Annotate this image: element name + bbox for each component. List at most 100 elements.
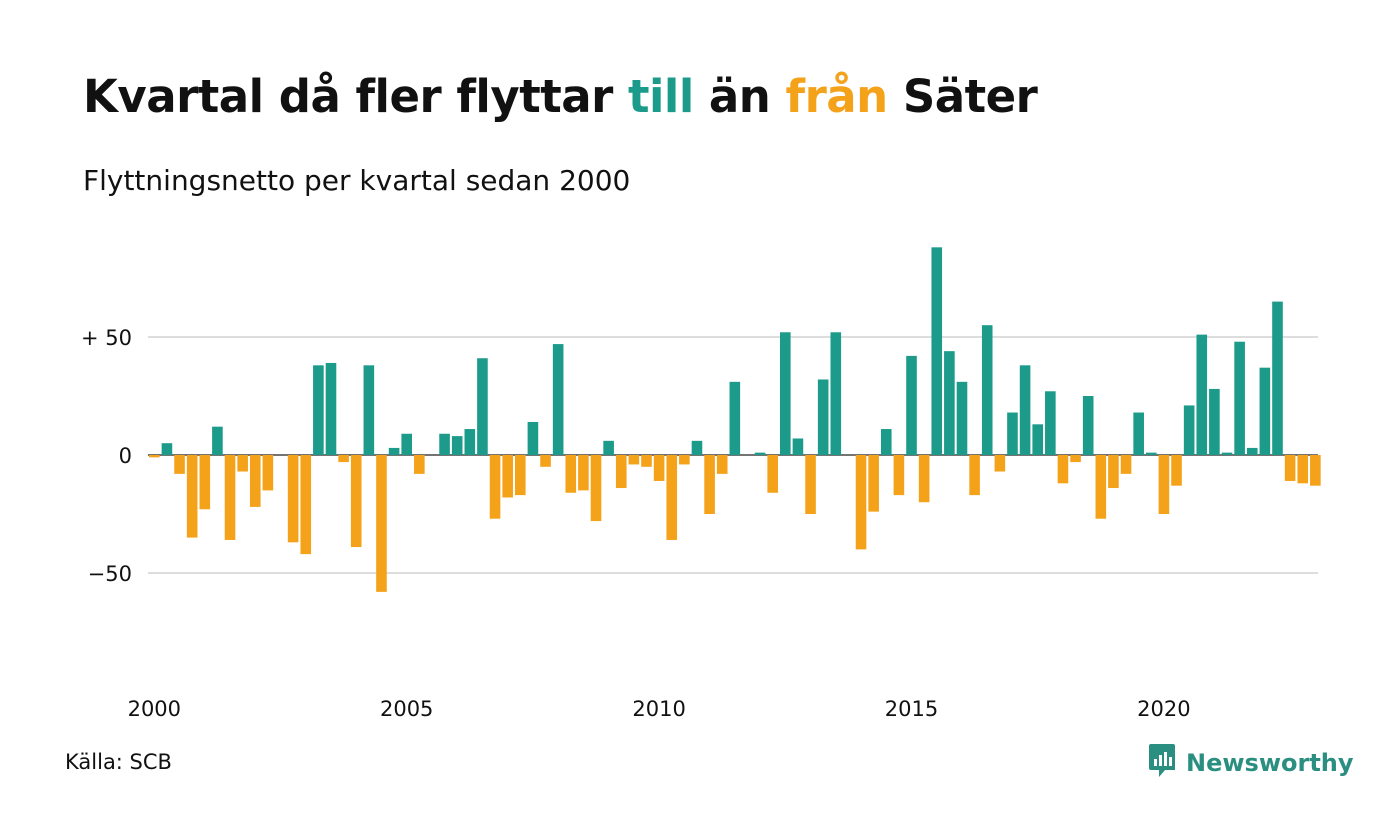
bar-positive [1133, 412, 1144, 455]
title-word-fran: från [785, 70, 889, 123]
bar-positive [527, 421, 539, 455]
bar-positive [906, 355, 917, 455]
bar-negative [590, 455, 602, 522]
bar-negative [1171, 455, 1182, 486]
bar-negative [628, 455, 640, 465]
bar-positive [830, 332, 842, 455]
bar-negative [679, 455, 690, 465]
bar-positive [1082, 396, 1094, 455]
bar-chart: + 50 0 −50 2000 2005 2010 2015 2020 [81, 247, 1321, 720]
y-tick-label: + 50 [81, 326, 132, 350]
bar-positive [477, 358, 488, 455]
bar-negative [502, 455, 513, 498]
bar-positive [956, 381, 968, 455]
bar-negative [615, 455, 627, 489]
bar-negative [805, 455, 816, 514]
bar-positive [1045, 391, 1056, 455]
bar-negative [350, 455, 362, 548]
brand-logo[interactable]: Newsworthy [1148, 743, 1354, 783]
bar-positive [363, 365, 375, 455]
bar-negative [287, 455, 299, 543]
bar-negative [174, 455, 185, 474]
bar-negative [855, 455, 867, 550]
bar-positive [401, 433, 413, 455]
bar-positive [780, 332, 791, 455]
bar-positive [1032, 424, 1044, 455]
brand-name: Newsworthy [1186, 749, 1354, 777]
bar-negative [514, 455, 526, 496]
x-tick-label: 2000 [128, 697, 181, 720]
bar-negative [249, 455, 261, 507]
bar-negative [489, 455, 501, 519]
title-text-3: Säter [887, 70, 1038, 123]
bar-negative [338, 455, 349, 463]
bar-positive [981, 325, 993, 455]
bar-negative [641, 455, 652, 467]
bar-positive [1209, 388, 1220, 455]
bar-positive [1007, 412, 1018, 455]
bar-positive [754, 452, 766, 455]
title-text-2: än [693, 70, 786, 123]
bar-positive [691, 440, 703, 455]
bar-negative [224, 455, 236, 540]
bar-negative [994, 455, 1006, 472]
bar-positive [451, 436, 463, 455]
bar-negative [1070, 455, 1081, 463]
newsworthy-logo-icon [1148, 743, 1176, 783]
bar-positive [1145, 452, 1157, 455]
bar-positive [464, 429, 476, 455]
y-tick-label: −50 [88, 562, 132, 586]
bar-negative [262, 455, 274, 491]
title-word-till: till [627, 70, 694, 123]
title-text-1: Kvartal då fler flyttar [83, 70, 628, 123]
bar-negative [1057, 455, 1069, 484]
bar-negative [1297, 455, 1309, 484]
bar-positive [1234, 341, 1245, 455]
bar-negative [565, 455, 577, 493]
bar-positive [1196, 334, 1208, 455]
bar-positive [1259, 367, 1271, 455]
chart-title: Kvartal då fler flyttar till än från Sät… [83, 70, 1038, 123]
chart-subtitle: Flyttningsnetto per kvartal sedan 2000 [83, 164, 631, 197]
bar-positive [325, 362, 337, 455]
bar-negative [186, 455, 198, 538]
bar-negative [868, 455, 879, 512]
bar-positive [1183, 405, 1195, 455]
x-tick-label: 2010 [632, 697, 685, 720]
bar-negative [1120, 455, 1132, 474]
x-tick-label: 2015 [885, 697, 938, 720]
bar-positive [1272, 301, 1283, 455]
bar-positive [1246, 447, 1258, 455]
x-tick-label: 2005 [380, 697, 433, 720]
bar-negative [300, 455, 312, 555]
bar-negative [149, 455, 160, 458]
bar-positive [817, 379, 829, 455]
bar-negative [704, 455, 715, 514]
bar-negative [893, 455, 905, 496]
bar-positive [1019, 365, 1031, 455]
bar-positive [1221, 452, 1233, 455]
bar-negative [237, 455, 248, 472]
bar-positive [729, 381, 741, 455]
bar-negative [1108, 455, 1119, 489]
bar-positive [931, 247, 943, 455]
bar-negative [376, 455, 387, 592]
bar-positive [792, 438, 804, 455]
bar-positive [439, 433, 450, 455]
x-tick-label: 2020 [1137, 697, 1190, 720]
bar-positive [880, 429, 892, 455]
bar-positive [212, 426, 223, 455]
bar-negative [918, 455, 930, 503]
bar-negative [653, 455, 665, 481]
bar-negative [1158, 455, 1170, 514]
bar-negative [414, 455, 425, 474]
bar-positive [388, 447, 400, 455]
bar-negative [969, 455, 980, 496]
bar-negative [1310, 455, 1321, 486]
bar-positive [603, 440, 614, 455]
bar-negative [1095, 455, 1107, 519]
y-tick-label: 0 [119, 444, 132, 468]
bar-negative [578, 455, 589, 491]
bar-negative [666, 455, 678, 540]
bar-positive [313, 365, 324, 455]
